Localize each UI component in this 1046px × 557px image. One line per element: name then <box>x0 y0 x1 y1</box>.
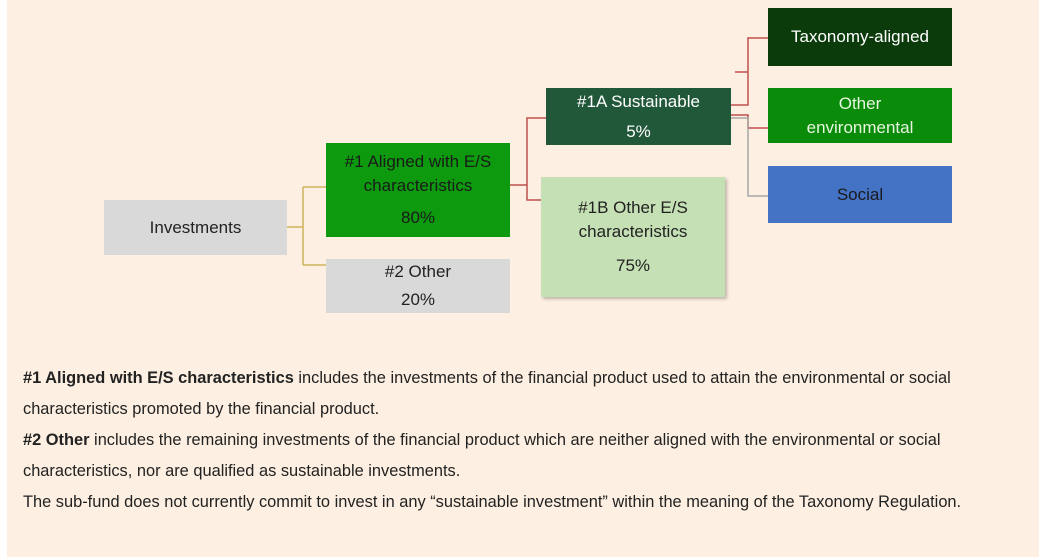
node-other-es: #1B Other E/S characteristics 75% <box>541 177 725 297</box>
node-other: #2 Other 20% <box>326 259 510 313</box>
connectors <box>287 37 768 266</box>
node-label: #1B Other E/S characteristics <box>578 198 688 241</box>
connector <box>510 117 546 201</box>
node-label: Taxonomy-aligned <box>791 27 929 46</box>
note: #1 Aligned with E/S characteristics incl… <box>23 363 1035 425</box>
connector <box>731 37 768 129</box>
page: Investments #1 Aligned with E/S characte… <box>7 0 1039 557</box>
connector <box>287 186 326 266</box>
note-term: #2 Other <box>23 431 90 449</box>
connector <box>731 117 768 197</box>
note-text: The sub-fund does not currently commit t… <box>23 493 962 511</box>
node-value: 20% <box>400 290 436 309</box>
node-label: Other environmental <box>806 93 914 137</box>
node-label: #1A Sustainable <box>577 91 700 111</box>
notes: #1 Aligned with E/S characteristics incl… <box>23 363 1035 518</box>
node-label: #2 Other <box>384 262 452 281</box>
note: #2 Other includes the remaining investme… <box>23 425 1035 487</box>
note-term: #1 Aligned with E/S characteristics <box>23 369 294 387</box>
node-value: 5% <box>626 121 651 141</box>
node-label: #1 Aligned with E/S characteristics <box>344 152 492 195</box>
node-sustainable: #1A Sustainable 5% <box>546 88 731 145</box>
node-label: Social <box>836 184 884 204</box>
note: The sub-fund does not currently commit t… <box>23 487 1035 518</box>
node-value: 75% <box>615 256 651 275</box>
node-taxonomy: Taxonomy-aligned <box>768 8 952 66</box>
node-value: 80% <box>400 208 436 227</box>
note-text: includes the investments of the financia… <box>23 369 951 418</box>
node-label: Investments <box>149 217 242 237</box>
note-text: includes the remaining investments of th… <box>23 431 941 480</box>
node-investments: Investments <box>104 200 287 255</box>
node-other-env: Other environmental <box>768 88 952 143</box>
node-social: Social <box>768 166 952 223</box>
node-aligned: #1 Aligned with E/S characteristics 80% <box>326 143 510 237</box>
